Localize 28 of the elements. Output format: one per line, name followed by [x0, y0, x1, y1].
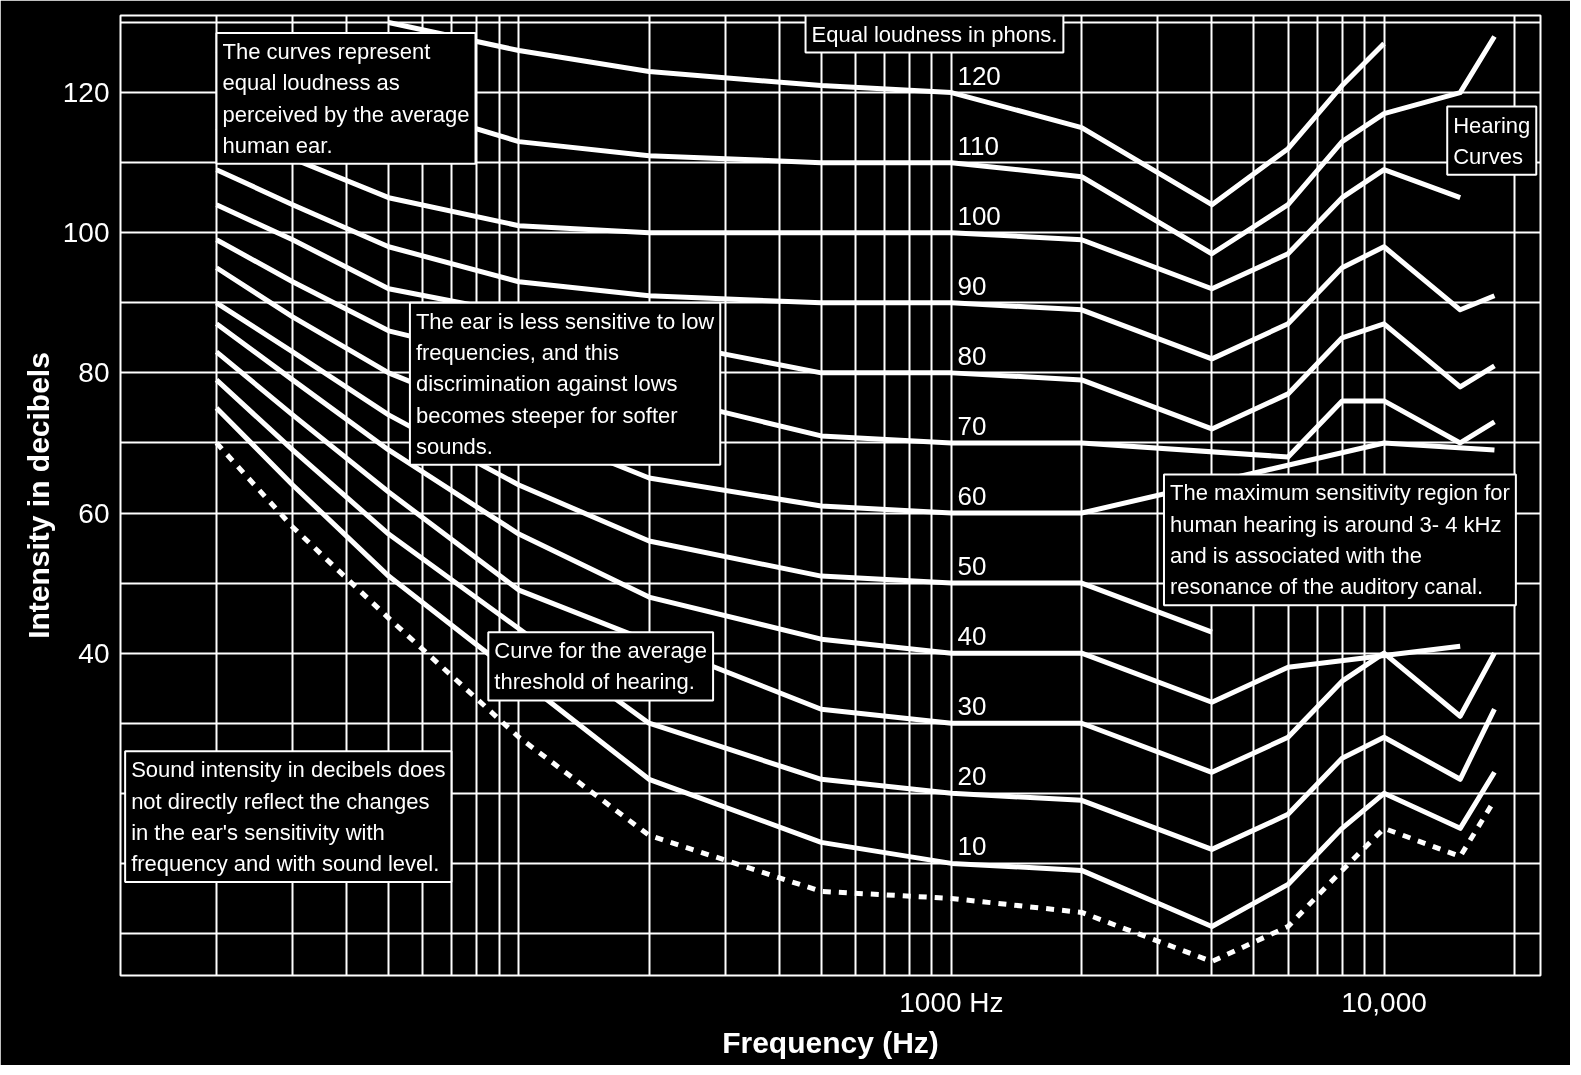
- y-tick-label: 120: [62, 77, 110, 109]
- y-tick-label: 100: [62, 217, 110, 249]
- annotation: Hearing Curves: [1453, 112, 1531, 169]
- series-label: 60: [957, 481, 987, 512]
- series-label: 50: [957, 551, 987, 582]
- series-label: 110: [957, 130, 999, 161]
- annotation: Equal loudness in phons.: [811, 21, 1058, 47]
- series-label: 90: [957, 270, 987, 301]
- series-label: 20: [957, 761, 987, 792]
- x-tick-label: 1000 Hz: [899, 986, 1004, 1018]
- series-label: 40: [957, 621, 987, 652]
- annotation: The curves represent equal loudness as perceived by the average human ear.: [222, 39, 470, 158]
- series-label: 100: [957, 200, 1001, 231]
- annotation: The ear is less sensitive to low frequencies, and this discrimination against lows becomes steeper for softer sounds.: [415, 308, 715, 459]
- annotation: The maximum sensitivity region for human hearing is around 3- 4 kHz and is associated with the resonance of the auditory canal.: [1169, 480, 1510, 600]
- y-tick-label: 60: [78, 497, 110, 529]
- series-label: 10: [957, 831, 987, 862]
- y-axis-title: Intensity in decibels: [21, 352, 55, 639]
- series-label: 80: [957, 340, 987, 371]
- annotation: Sound intensity in decibels does not directly reflect the changes in the ear's sensitivity with frequency and with sound level.: [131, 757, 446, 877]
- series-label: 120: [957, 60, 1001, 91]
- y-tick-label: 80: [78, 357, 110, 389]
- series-label: 30: [957, 691, 987, 722]
- series-label: 70: [957, 410, 987, 441]
- y-tick-label: 40: [78, 637, 110, 669]
- x-tick-label: 10,000: [1341, 986, 1427, 1018]
- annotation: Curve for the average threshold of hearing.: [494, 638, 708, 695]
- x-axis-title: Frequency (Hz): [722, 1025, 939, 1059]
